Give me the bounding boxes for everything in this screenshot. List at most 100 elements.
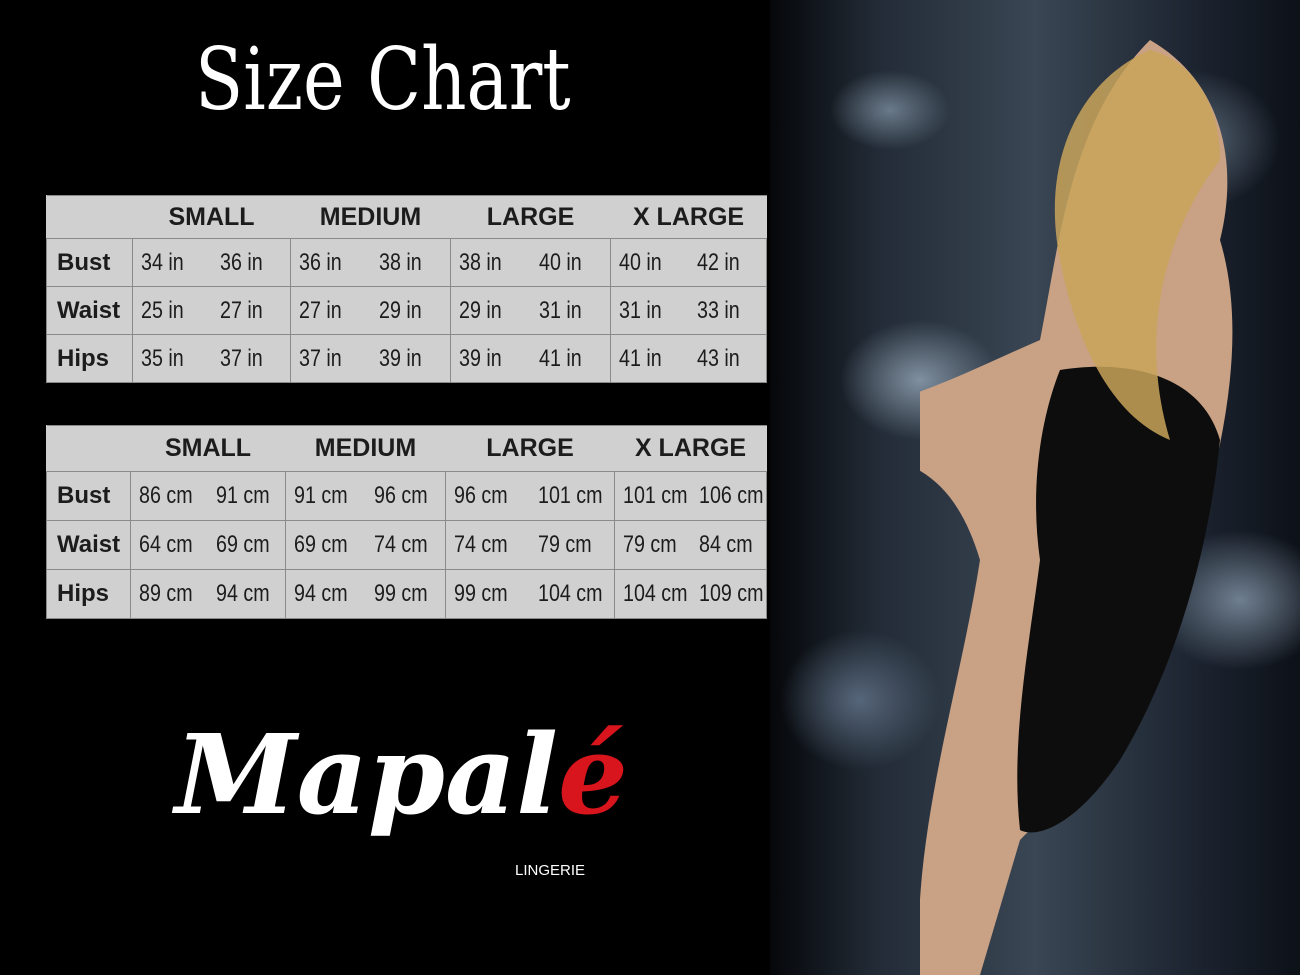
- size-cell: 41 in 43 in: [610, 334, 767, 383]
- measure-value: 36 in: [299, 248, 342, 276]
- table-row: Hips 89 cm 94 cm 94 cm 99 cm 99 cm 104 cm 104 c…: [46, 569, 767, 619]
- size-cell: 91 cm 96 cm: [285, 471, 446, 521]
- measure-value: 91 cm: [216, 482, 270, 509]
- size-cell: 25 in 27 in: [132, 286, 291, 335]
- corner-cell: [46, 195, 133, 239]
- size-cell: 79 cm 84 cm: [614, 520, 767, 570]
- size-cell: 37 in 39 in: [290, 334, 451, 383]
- measure-value: 104 cm: [538, 580, 603, 607]
- size-cell: 101 cm 106 cm: [614, 471, 767, 521]
- size-cell: 99 cm 104 cm: [445, 569, 615, 619]
- measure-value: 36 in: [219, 248, 263, 276]
- corner-cell: [46, 425, 131, 472]
- measure-value: 25 in: [141, 296, 184, 324]
- measure-value: 37 in: [219, 344, 263, 372]
- logo-accent: é: [558, 710, 629, 839]
- size-cell: 38 in 40 in: [450, 238, 611, 287]
- size-cell: 35 in 37 in: [132, 334, 291, 383]
- measure-label: Waist: [46, 286, 133, 335]
- measure-value: 35 in: [141, 344, 184, 372]
- measure-label: Hips: [46, 569, 131, 619]
- measure-value: 89 cm: [139, 580, 193, 607]
- measure-value: 91 cm: [294, 482, 348, 509]
- size-cell: 31 in 33 in: [610, 286, 767, 335]
- model-silhouette: [920, 40, 1233, 975]
- size-cell: 74 cm 79 cm: [445, 520, 615, 570]
- size-cell: 64 cm 69 cm: [130, 520, 286, 570]
- measure-value: 38 in: [378, 248, 422, 276]
- measure-value: 94 cm: [216, 580, 270, 607]
- measure-value: 41 in: [538, 344, 582, 372]
- measure-value: 79 cm: [623, 531, 677, 558]
- measure-value: 109 cm: [698, 580, 764, 607]
- measure-value: 69 cm: [294, 531, 348, 558]
- measure-value: 33 in: [696, 296, 740, 324]
- measure-label: Bust: [46, 471, 131, 521]
- measure-value: 27 in: [299, 296, 342, 324]
- measure-value: 43 in: [696, 344, 740, 372]
- table-row: Bust 34 in 36 in 36 in 38 in 38 in 40 in 40 in 4…: [46, 238, 767, 287]
- measure-value: 37 in: [299, 344, 342, 372]
- size-cell: 104 cm 109 cm: [614, 569, 767, 619]
- measure-value: 86 cm: [139, 482, 193, 509]
- measure-value: 74 cm: [373, 531, 428, 558]
- size-header: X LARGE: [610, 195, 767, 239]
- size-table-centimeters: SMALL MEDIUM LARGE X LARGE Bust 86 cm 91 cm 91 …: [46, 425, 767, 619]
- size-header: X LARGE: [614, 425, 767, 472]
- size-cell: 39 in 41 in: [450, 334, 611, 383]
- measure-value: 42 in: [696, 248, 740, 276]
- measure-value: 39 in: [459, 344, 502, 372]
- size-cell: 29 in 31 in: [450, 286, 611, 335]
- table-row: Bust 86 cm 91 cm 91 cm 96 cm 96 cm 101 cm 101 c…: [46, 471, 767, 521]
- measure-value: 34 in: [141, 248, 184, 276]
- measure-value: 31 in: [538, 296, 582, 324]
- size-header: SMALL: [132, 195, 291, 239]
- size-cell: 96 cm 101 cm: [445, 471, 615, 521]
- measure-value: 99 cm: [454, 580, 508, 607]
- size-cell: 89 cm 94 cm: [130, 569, 286, 619]
- logo-text: Mapal: [175, 710, 559, 839]
- measure-value: 106 cm: [698, 482, 764, 509]
- measure-value: 101 cm: [538, 482, 603, 509]
- measure-value: 29 in: [459, 296, 502, 324]
- size-cell: 34 in 36 in: [132, 238, 291, 287]
- measure-label: Waist: [46, 520, 131, 570]
- measure-value: 94 cm: [294, 580, 348, 607]
- measure-value: 29 in: [378, 296, 422, 324]
- measure-value: 69 cm: [216, 531, 270, 558]
- table-row: Waist 64 cm 69 cm 69 cm 74 cm 74 cm 79 cm 79 cm…: [46, 520, 767, 570]
- measure-value: 38 in: [459, 248, 502, 276]
- table-row: Hips 35 in 37 in 37 in 39 in 39 in 41 in 41 in 4…: [46, 334, 767, 383]
- size-table-inches: SMALL MEDIUM LARGE X LARGE Bust 34 in 36 in 36 …: [46, 195, 767, 383]
- size-header: LARGE: [450, 195, 611, 239]
- size-header: SMALL: [130, 425, 286, 472]
- measure-value: 40 in: [538, 248, 582, 276]
- measure-value: 31 in: [619, 296, 662, 324]
- measure-value: 84 cm: [698, 531, 753, 558]
- size-cell: 36 in 38 in: [290, 238, 451, 287]
- measure-value: 99 cm: [373, 580, 428, 607]
- model-photo: [770, 0, 1300, 975]
- table-row: Waist 25 in 27 in 27 in 29 in 29 in 31 in 31 in…: [46, 286, 767, 335]
- measure-value: 41 in: [619, 344, 662, 372]
- measure-value: 40 in: [619, 248, 662, 276]
- header-row: SMALL MEDIUM LARGE X LARGE: [46, 195, 767, 239]
- measure-value: 39 in: [378, 344, 422, 372]
- header-row: SMALL MEDIUM LARGE X LARGE: [46, 425, 767, 472]
- measure-value: 96 cm: [454, 482, 508, 509]
- size-header: MEDIUM: [285, 425, 446, 472]
- size-header: LARGE: [445, 425, 615, 472]
- size-header: MEDIUM: [290, 195, 451, 239]
- measure-value: 104 cm: [623, 580, 688, 607]
- measure-label: Hips: [46, 334, 133, 383]
- size-cell: 94 cm 99 cm: [285, 569, 446, 619]
- size-cell: 86 cm 91 cm: [130, 471, 286, 521]
- measure-value: 64 cm: [139, 531, 193, 558]
- brand-logo: Mapalé: [175, 715, 628, 835]
- page-title: Size Chart: [195, 30, 571, 130]
- measure-value: 96 cm: [373, 482, 428, 509]
- measure-value: 74 cm: [454, 531, 508, 558]
- measure-label: Bust: [46, 238, 133, 287]
- size-cell: 69 cm 74 cm: [285, 520, 446, 570]
- size-cell: 27 in 29 in: [290, 286, 451, 335]
